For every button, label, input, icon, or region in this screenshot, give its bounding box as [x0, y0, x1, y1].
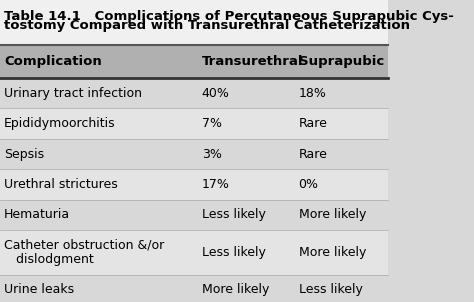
Text: More likely: More likely — [299, 246, 366, 259]
Text: Sepsis: Sepsis — [4, 147, 44, 160]
Text: Rare: Rare — [299, 117, 328, 130]
Text: More likely: More likely — [299, 208, 366, 221]
FancyBboxPatch shape — [0, 0, 388, 45]
Text: 0%: 0% — [299, 178, 319, 191]
FancyBboxPatch shape — [0, 139, 388, 169]
Text: Table 14.1   Complications of Percutaneous Suprapubic Cys-: Table 14.1 Complications of Percutaneous… — [4, 10, 454, 23]
Text: Urine leaks: Urine leaks — [4, 284, 74, 297]
Text: Transurethral: Transurethral — [201, 55, 303, 68]
FancyBboxPatch shape — [0, 200, 388, 230]
Text: Rare: Rare — [299, 147, 328, 160]
Text: Complication: Complication — [4, 55, 101, 68]
Text: Less likely: Less likely — [201, 246, 265, 259]
FancyBboxPatch shape — [0, 78, 388, 108]
Text: 40%: 40% — [201, 87, 229, 100]
Text: Catheter obstruction &/or
   dislodgment: Catheter obstruction &/or dislodgment — [4, 238, 164, 266]
FancyBboxPatch shape — [0, 275, 388, 302]
Text: 7%: 7% — [201, 117, 222, 130]
Text: tostomy Compared with Transurethral Catheterization: tostomy Compared with Transurethral Cath… — [4, 19, 410, 32]
Text: More likely: More likely — [201, 284, 269, 297]
Text: 3%: 3% — [201, 147, 221, 160]
FancyBboxPatch shape — [0, 169, 388, 200]
Text: 17%: 17% — [201, 178, 229, 191]
Text: Less likely: Less likely — [299, 284, 363, 297]
Text: 18%: 18% — [299, 87, 327, 100]
Text: Less likely: Less likely — [201, 208, 265, 221]
Text: Epididymoorchitis: Epididymoorchitis — [4, 117, 116, 130]
Text: Urethral strictures: Urethral strictures — [4, 178, 118, 191]
FancyBboxPatch shape — [0, 108, 388, 139]
Text: Suprapubic: Suprapubic — [299, 55, 384, 68]
Text: Hematuria: Hematuria — [4, 208, 70, 221]
Text: Urinary tract infection: Urinary tract infection — [4, 87, 142, 100]
FancyBboxPatch shape — [0, 230, 388, 275]
FancyBboxPatch shape — [0, 45, 388, 78]
